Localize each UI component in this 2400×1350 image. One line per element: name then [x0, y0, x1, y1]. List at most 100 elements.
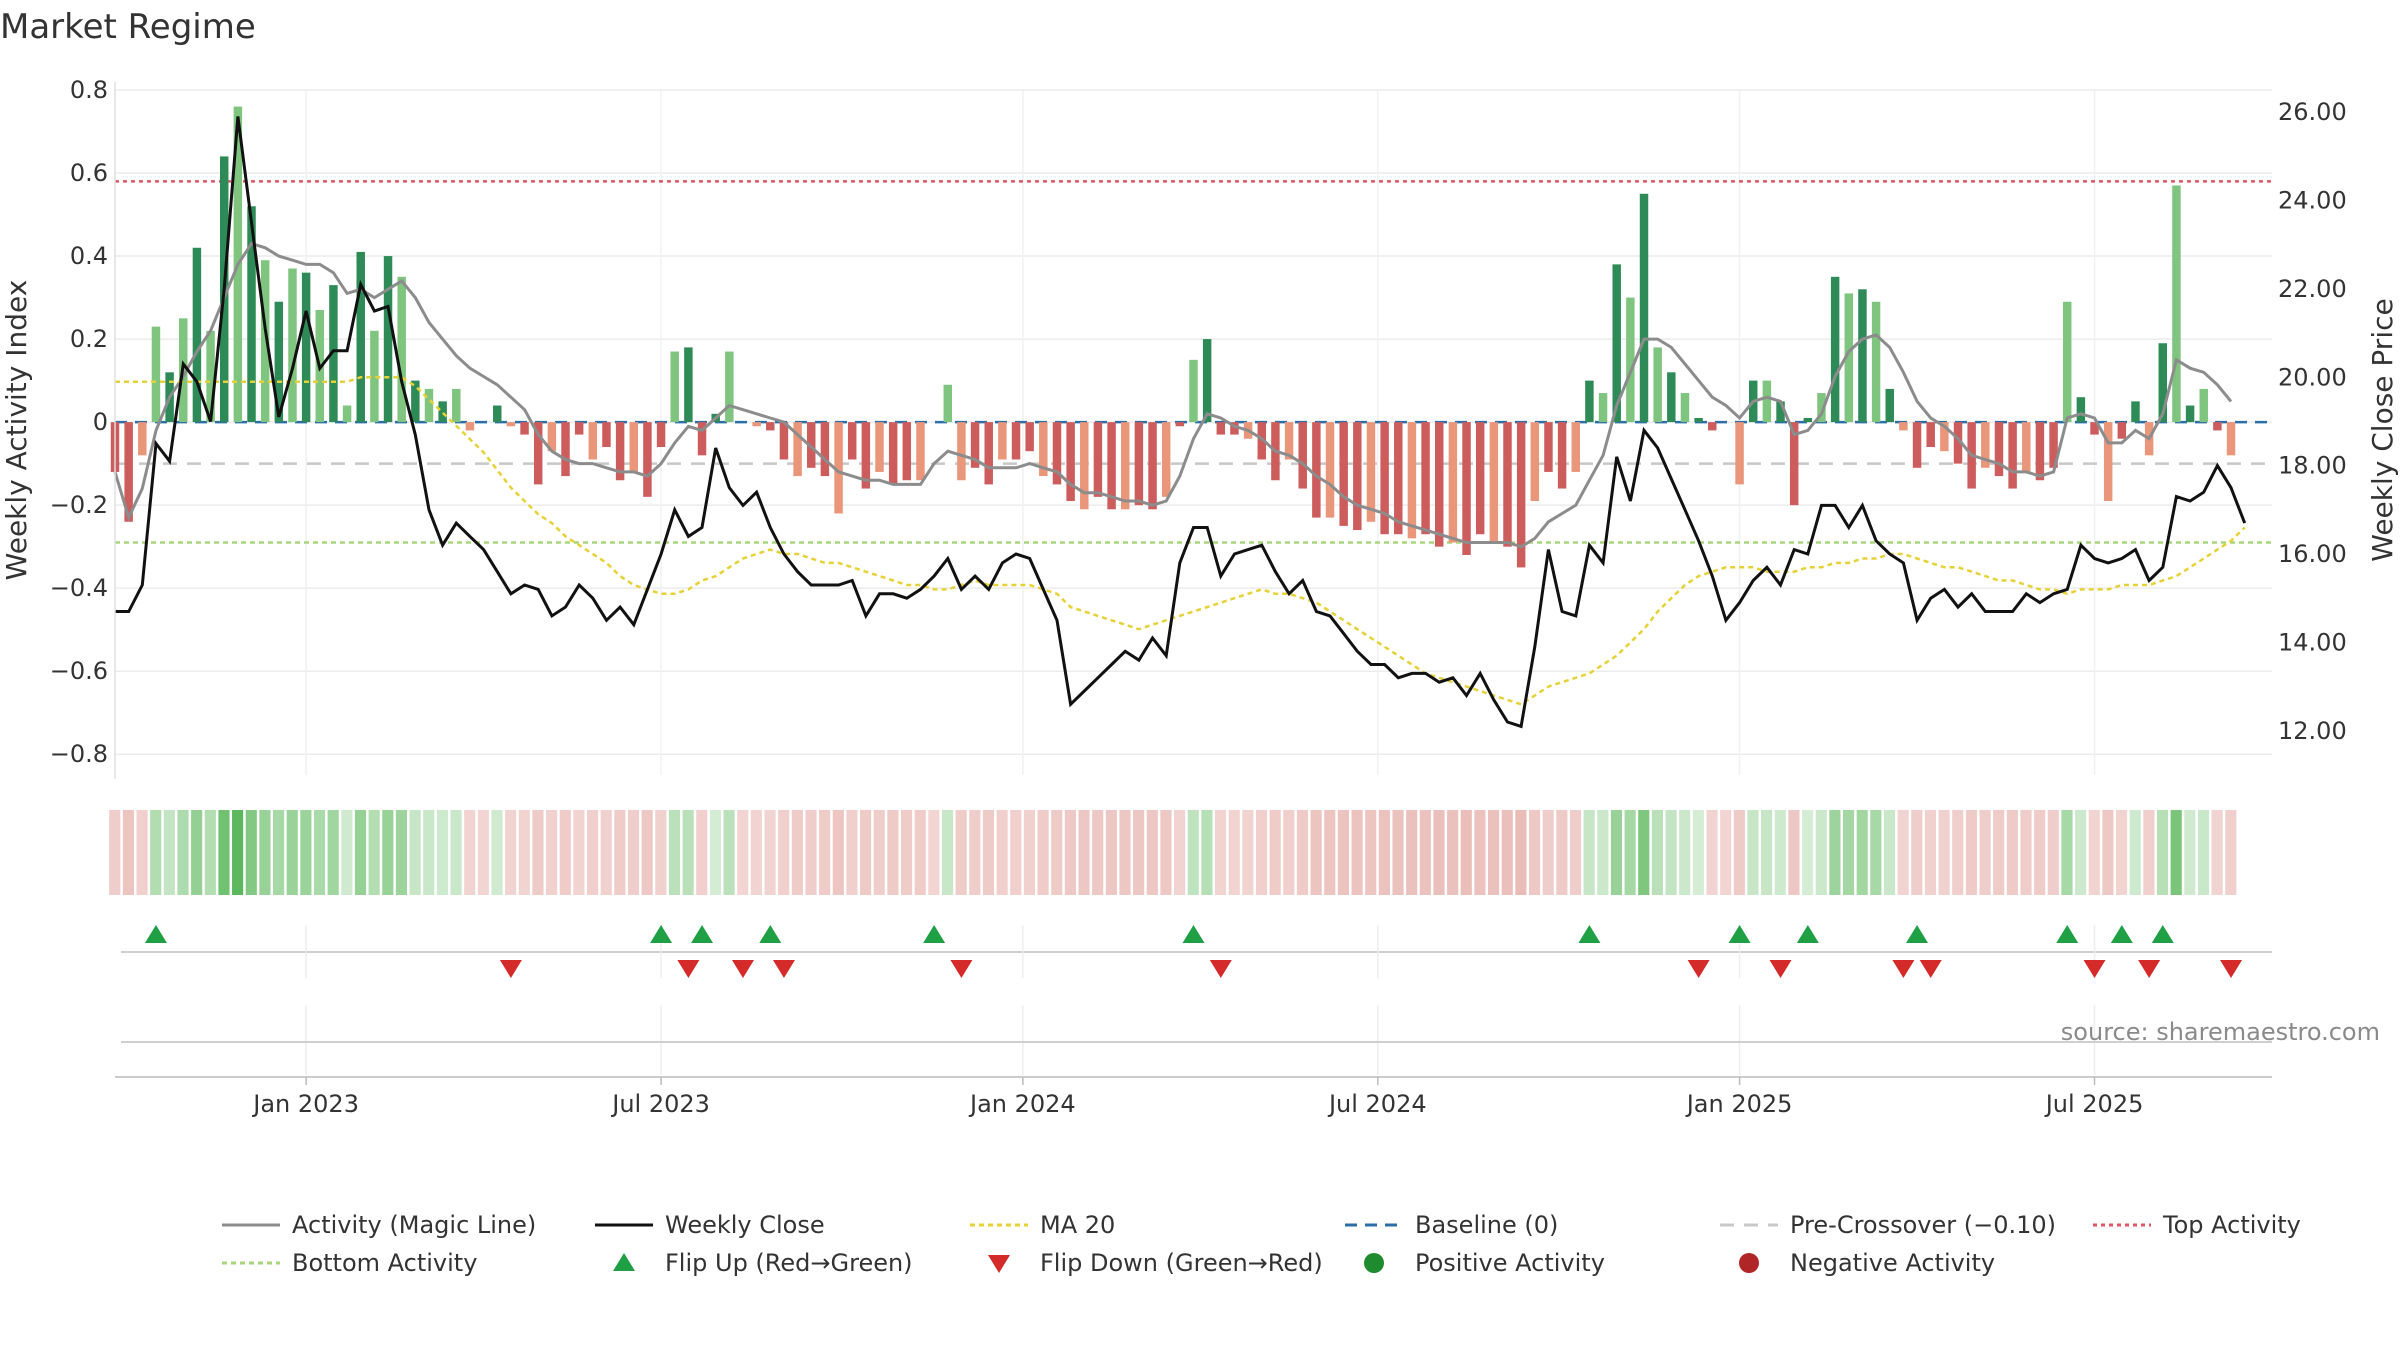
regime-strip-cell [860, 810, 872, 895]
legend-label: Activity (Magic Line) [292, 1211, 536, 1239]
regime-strip-cell [272, 810, 285, 895]
activity-bar [342, 405, 352, 423]
y-left-tick-label: 0 [93, 408, 108, 436]
regime-strip-cell [1187, 810, 1199, 895]
regime-strip-cell [136, 810, 148, 895]
activity-bar [2090, 422, 2099, 435]
regime-strip-cell [1283, 810, 1295, 895]
activity-bar [779, 422, 789, 460]
legend-item: MA 20 [970, 1211, 1115, 1239]
regime-strip-cell [259, 810, 271, 895]
regime-strip-cell [1146, 810, 1158, 895]
activity-bar [656, 422, 666, 448]
activity-bar [2131, 401, 2140, 423]
activity-bar [1134, 422, 1144, 506]
regime-strip-cell [1023, 810, 1036, 895]
x-axis: Jan 2023 Jul 2023 Jan 2024 Jul 2024 Jan 2025… [115, 1076, 2272, 1118]
regime-strip-cell [723, 810, 735, 895]
activity-bar [861, 422, 871, 489]
flip-down-marker [2220, 960, 2243, 978]
regime-strip-cell [600, 810, 612, 895]
regime-strip-cell [163, 810, 175, 895]
y-left-tick-label: 0.6 [70, 159, 108, 187]
regime-strip-cell [1228, 810, 1240, 895]
activity-bar [1489, 422, 1499, 543]
regime-strip-cell [641, 810, 653, 895]
flip-markers-panel [121, 925, 2272, 978]
regime-strip-cell [477, 810, 489, 895]
legend-swatch-flip-up [613, 1253, 635, 1271]
regime-strip-cell [614, 810, 626, 895]
regime-strip-cell [2211, 810, 2223, 895]
regime-strip-cell [1720, 810, 1732, 895]
activity-bar [807, 422, 816, 468]
regime-strip-cell [1938, 810, 1950, 895]
regime-strip-cell [1255, 810, 1268, 895]
regime-strip-cell [1706, 810, 1718, 895]
flip-up-marker [650, 925, 673, 943]
activity-bar [2185, 405, 2195, 423]
activity-bar [1462, 422, 1471, 555]
activity-bar [1039, 422, 1048, 477]
activity-bar [329, 285, 338, 423]
regime-strip-cell [1351, 810, 1363, 895]
activity-bar [1667, 372, 1676, 423]
regime-strip-cell [941, 810, 954, 895]
regime-strip-cell [327, 810, 339, 895]
y-axis-right-title: Weekly Close Price [2366, 298, 2399, 561]
flip-up-marker [923, 925, 946, 943]
regime-strip-cell [2129, 810, 2141, 895]
regime-strip-cell [177, 810, 189, 895]
regime-strip-cell [368, 810, 380, 895]
y-axis-left-title: Weekly Activity Index [0, 280, 33, 581]
flip-down-marker [772, 960, 795, 978]
regime-strip-cell [300, 810, 312, 895]
activity-bar [998, 422, 1007, 460]
regime-strip-cell [1214, 810, 1227, 895]
legend-item: Bottom Activity [222, 1249, 477, 1277]
activity-bar [834, 422, 843, 514]
flip-up-marker [144, 925, 167, 943]
regime-strip-cell [1924, 810, 1937, 895]
legend-label: Positive Activity [1415, 1249, 1605, 1277]
regime-strip-cell [2116, 810, 2128, 895]
activity-bar [356, 251, 365, 423]
activity-bar [1557, 422, 1567, 489]
activity-bar [1107, 422, 1116, 510]
legend-swatch-dot [1364, 1253, 1384, 1273]
regime-strip-cell [1542, 810, 1554, 895]
activity-bar [2076, 397, 2086, 423]
regime-strip-cell [1201, 810, 1213, 895]
regime-strip-cell [1556, 810, 1568, 895]
regime-strip-cell [1515, 810, 1527, 895]
legend-label: Baseline (0) [1415, 1211, 1558, 1239]
activity-bar [1817, 393, 1826, 423]
activity-bar [1735, 422, 1744, 485]
activity-bar [1926, 422, 1935, 448]
activity-bar [629, 422, 639, 472]
regime-strip-cell [204, 810, 216, 895]
activity-bar [1571, 422, 1580, 472]
activity-bar [2199, 388, 2208, 423]
activity-bar [192, 247, 202, 423]
regime-strip-cell [2143, 810, 2155, 895]
activity-bar [2158, 343, 2168, 423]
legend-item: Baseline (0) [1345, 1211, 1558, 1239]
activity-bar [301, 272, 311, 423]
activity-bar [1871, 301, 1881, 423]
regime-strip-cell [409, 810, 421, 895]
regime-strip-cell [1269, 810, 1281, 895]
activity-bar [2022, 422, 2031, 472]
regime-strip-cell [1078, 810, 1090, 895]
x-tick-label: Jan 2025 [1685, 1090, 1793, 1118]
regime-strip-cell [1133, 810, 1145, 895]
activity-bar [916, 422, 925, 481]
regime-strip-cell [450, 810, 462, 895]
regime-strip-cell [573, 810, 585, 895]
legend-label: Bottom Activity [292, 1249, 477, 1277]
regime-strip-cell [1911, 810, 1923, 895]
regime-strip-cell [109, 810, 121, 895]
flip-down-marker [1769, 960, 1792, 978]
regime-strip-cell [1447, 810, 1459, 895]
activity-bar [1803, 417, 1813, 423]
